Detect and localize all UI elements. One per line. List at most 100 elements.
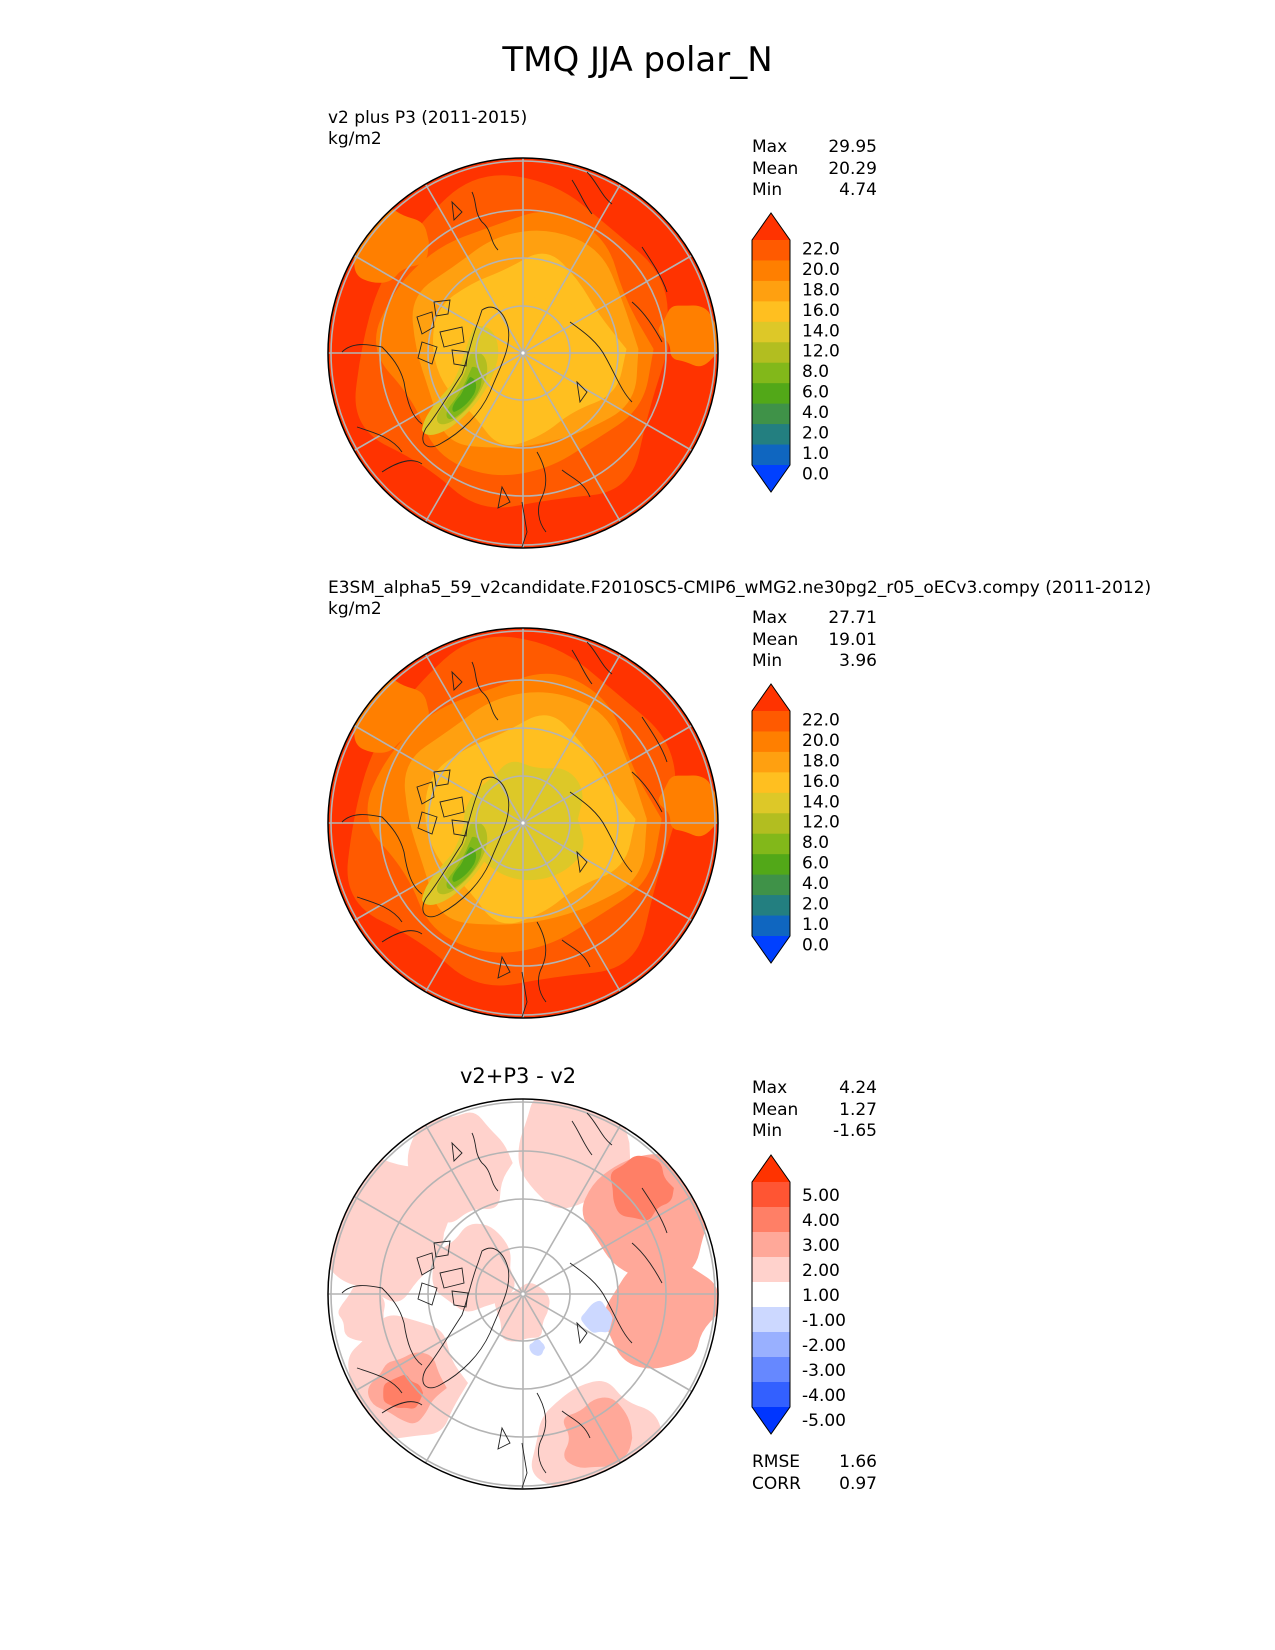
panel-2-title: E3SM_alpha5_59_v2candidate.F2010SC5-CMIP… bbox=[328, 578, 1151, 620]
coastlines bbox=[341, 1112, 668, 1489]
panel-1-units: kg/m2 bbox=[328, 129, 382, 149]
stat-max-value: 27.71 bbox=[828, 608, 877, 628]
colorbar-extend-max bbox=[752, 213, 790, 240]
coastline-archipelago bbox=[416, 1240, 469, 1308]
panel-2-polar-map bbox=[327, 627, 719, 1019]
colorbar-tick-label: 6.0 bbox=[802, 383, 829, 403]
colorbar-segment bbox=[752, 833, 790, 855]
stat-max-value: 4.24 bbox=[839, 1078, 877, 1098]
colorbar-tick-label: 4.0 bbox=[802, 874, 829, 894]
colorbar-segment bbox=[752, 403, 790, 425]
colorbar-tick-label: 18.0 bbox=[802, 751, 840, 771]
colorbar-extend-min bbox=[752, 465, 790, 492]
colorbar-tick-label: 0.0 bbox=[802, 935, 829, 955]
stat-rmse-value: 1.66 bbox=[839, 1452, 877, 1472]
panel-3-title: v2+P3 - v2 bbox=[460, 1064, 577, 1088]
diff-positive-patch bbox=[432, 1223, 515, 1312]
map-boundary bbox=[327, 157, 719, 549]
colorbar-tick-label: 12.0 bbox=[802, 342, 840, 362]
pole-marker bbox=[521, 1292, 525, 1296]
colorbar-segment bbox=[752, 792, 790, 814]
colorbar-segment bbox=[752, 854, 790, 876]
colorbar-segment bbox=[752, 240, 790, 262]
colorbar-segment bbox=[752, 772, 790, 794]
stat-min-value: 4.74 bbox=[839, 180, 877, 200]
colorbar-segment bbox=[752, 1207, 790, 1233]
panel-2-stats: Max 27.71 Mean 19.01 Min 3.96 bbox=[752, 608, 877, 673]
colorbar-outline bbox=[751, 212, 791, 493]
colorbar-segment bbox=[752, 1332, 790, 1358]
coastline-north-america bbox=[341, 814, 423, 943]
panel-3-stats: Max 4.24 Mean 1.27 Min -1.65 bbox=[752, 1078, 877, 1143]
stat-max-label: Max bbox=[752, 608, 788, 628]
colorbar-tick-label: 3.00 bbox=[802, 1236, 840, 1256]
coastline-europe bbox=[497, 451, 591, 548]
coastline-siberia bbox=[569, 716, 668, 874]
colorbar-tick-label: 20.0 bbox=[802, 260, 840, 280]
stat-mean-value: 20.29 bbox=[828, 158, 877, 179]
colorbar-segment bbox=[752, 321, 790, 343]
colorbar-segment bbox=[752, 711, 790, 733]
colorbar-tick-label: -5.00 bbox=[802, 1411, 846, 1431]
panel-2-units: kg/m2 bbox=[328, 599, 382, 619]
coastline-bering bbox=[451, 171, 613, 251]
colorbar-segment bbox=[752, 1232, 790, 1258]
diff-positive-patch bbox=[563, 1397, 633, 1468]
colorbar-tick-label: 20.0 bbox=[802, 731, 840, 751]
colorbar-tick-label: -3.00 bbox=[802, 1361, 846, 1381]
colorbar-tick-label: 1.0 bbox=[802, 444, 829, 464]
colorbar-0: 22.020.018.016.014.012.08.06.04.02.01.00… bbox=[751, 212, 840, 493]
figure-title: TMQ JJA polar_N bbox=[502, 40, 773, 80]
graticule bbox=[328, 628, 718, 1018]
stat-mean-label: Mean bbox=[752, 1099, 799, 1120]
coastlines bbox=[341, 171, 668, 548]
panel-1-title: v2 plus P3 (2011-2015) kg/m2 bbox=[328, 108, 527, 150]
stat-mean-value: 1.27 bbox=[839, 1099, 877, 1120]
diff-positive-patch bbox=[604, 1256, 718, 1369]
coastline-greenland bbox=[422, 306, 510, 448]
colorbar-tick-label: 22.0 bbox=[802, 239, 840, 259]
colorbar-segment bbox=[752, 1282, 790, 1308]
colorbar-outline bbox=[751, 683, 791, 964]
colorbar-tick-label: 4.00 bbox=[802, 1211, 840, 1231]
coastline-siberia bbox=[569, 1187, 668, 1345]
colorbar-segment bbox=[752, 751, 790, 773]
colorbar-tick-label: 1.0 bbox=[802, 915, 829, 935]
stat-min-label: Min bbox=[752, 651, 783, 671]
coastline-siberia bbox=[569, 246, 668, 404]
panel-1-polar-map bbox=[327, 157, 719, 549]
colorbar-segment bbox=[752, 915, 790, 937]
colorbar-tick-label: 4.0 bbox=[802, 403, 829, 423]
colorbar-tick-label: 0.0 bbox=[802, 464, 829, 484]
colorbar-segment bbox=[752, 731, 790, 753]
panel-2-name: E3SM_alpha5_59_v2candidate.F2010SC5-CMIP… bbox=[328, 578, 1152, 598]
colorbar-segment bbox=[752, 874, 790, 896]
stat-min-label: Min bbox=[752, 180, 783, 200]
colorbar-extend-min bbox=[752, 936, 790, 963]
colorbar-segment bbox=[752, 280, 790, 302]
stat-max-value: 29.95 bbox=[828, 137, 877, 157]
colorbar-tick-label: 1.00 bbox=[802, 1286, 840, 1306]
stat-max-label: Max bbox=[752, 1078, 788, 1098]
colorbar-tick-label: 6.0 bbox=[802, 854, 829, 874]
colorbar-tick-label: 2.00 bbox=[802, 1261, 840, 1281]
stat-min-label: Min bbox=[752, 1121, 783, 1141]
coastline-greenland bbox=[422, 776, 510, 918]
colorbar-tick-label: 5.00 bbox=[802, 1186, 840, 1206]
panel-1-name: v2 plus P3 (2011-2015) bbox=[328, 108, 528, 128]
panel-3-colorbar: 5.00 4.00 3.00 2.00 1.00 -1.00 -2.00 -3.00 -4.00… bbox=[751, 1154, 846, 1435]
panel-1-stats: Max 29.95 Mean 20.29 Min 4.74 bbox=[752, 137, 877, 202]
tmq-patch bbox=[658, 305, 718, 367]
stat-mean-label: Mean bbox=[752, 629, 799, 650]
colorbar-tick-label: 2.0 bbox=[802, 895, 829, 915]
colorbar-segment bbox=[752, 424, 790, 446]
coastline-north-america bbox=[341, 344, 423, 473]
colorbar-segment bbox=[752, 383, 790, 405]
colorbar-tick-label: 12.0 bbox=[802, 813, 840, 833]
stat-max-label: Max bbox=[752, 137, 788, 157]
tmq-field bbox=[328, 628, 718, 1018]
tmq-greenland-band bbox=[452, 847, 477, 882]
colorbar-tick-label: 2.0 bbox=[802, 424, 829, 444]
stat-min-value: -1.65 bbox=[833, 1121, 877, 1141]
colorbar-1: 22.020.018.016.014.012.08.06.04.02.01.00… bbox=[751, 683, 840, 964]
